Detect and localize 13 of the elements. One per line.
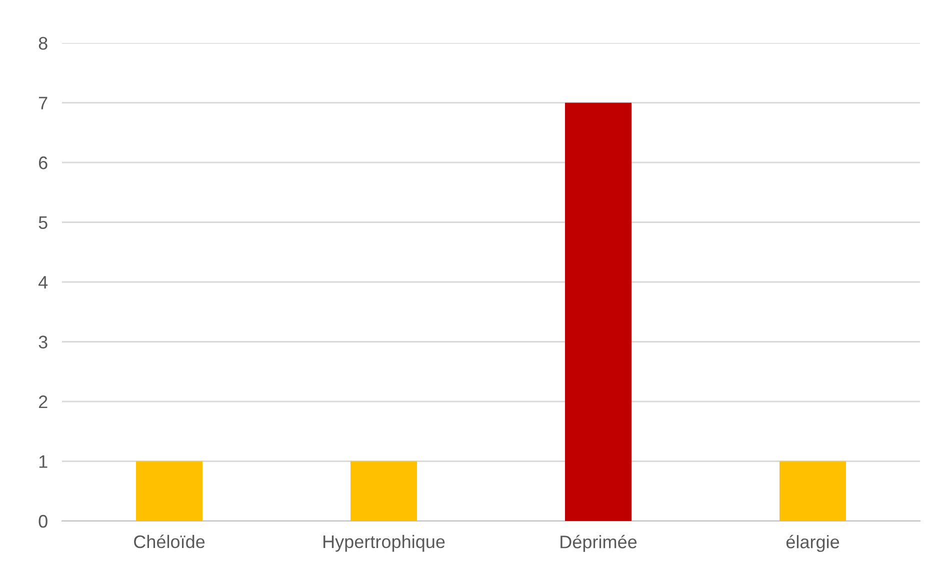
y-tick-label: 1: [39, 455, 48, 468]
y-tick-label: 7: [38, 96, 48, 110]
x-tick-label: Déprimée: [560, 534, 637, 552]
y-tick-label: 4: [38, 276, 48, 289]
y-tick-label: 2: [38, 395, 48, 408]
x-tick-label: élargie: [786, 534, 840, 552]
y-tick-label: 3: [38, 336, 48, 348]
y-tick-label: 8: [38, 36, 48, 50]
y-tick-label: 5: [38, 216, 48, 229]
y-tick-label: 6: [38, 156, 48, 170]
y-tick-label: 0: [38, 514, 48, 528]
x-tick-label: Chéloïde: [134, 534, 205, 548]
x-tick-label: Hypertrophique: [324, 534, 445, 552]
